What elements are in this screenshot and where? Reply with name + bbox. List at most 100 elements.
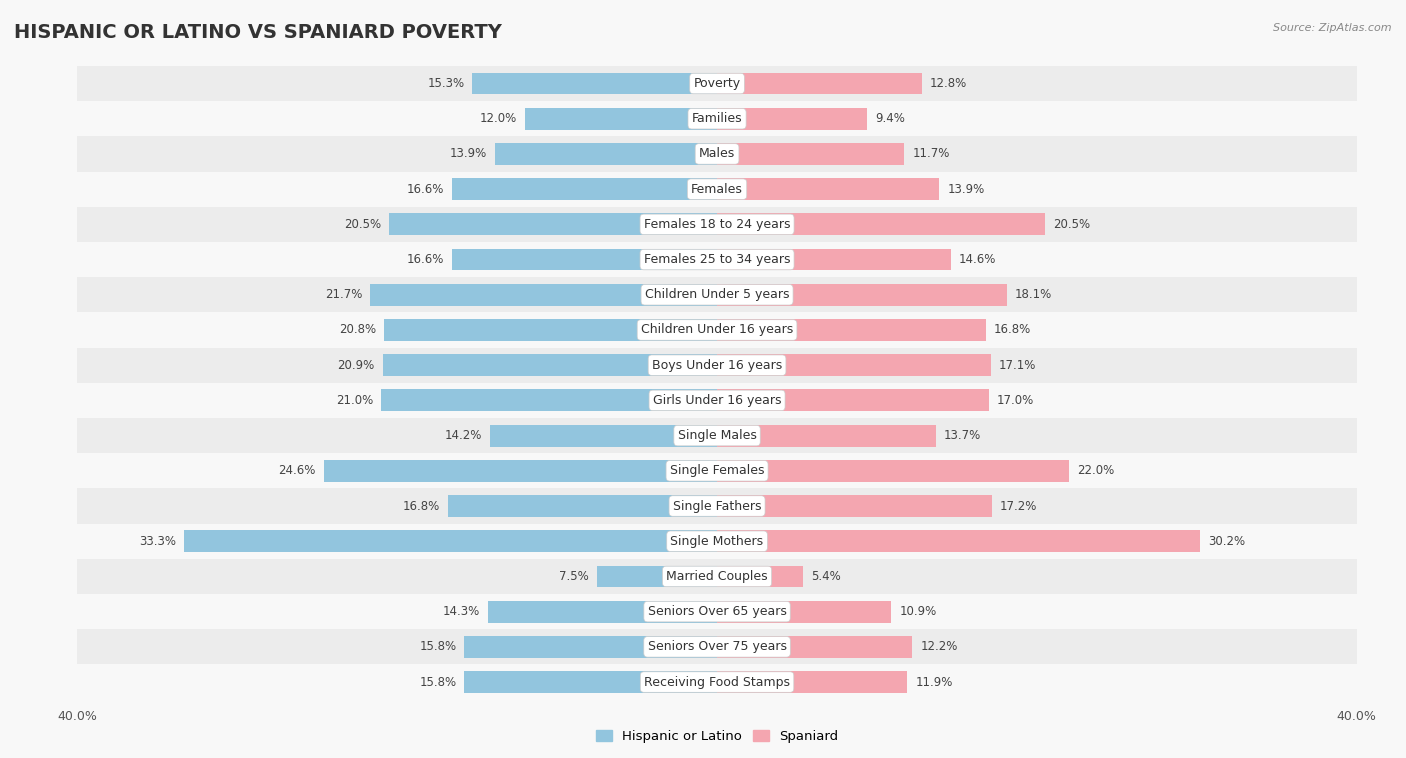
Bar: [184, 531, 717, 552]
Bar: [449, 495, 717, 517]
Text: Females 25 to 34 years: Females 25 to 34 years: [644, 253, 790, 266]
Bar: [384, 319, 717, 341]
Text: 11.9%: 11.9%: [915, 675, 953, 688]
Bar: [717, 249, 950, 271]
Text: Single Females: Single Females: [669, 465, 765, 478]
Bar: [717, 354, 991, 376]
Text: 20.5%: 20.5%: [344, 218, 381, 231]
Bar: [717, 531, 1201, 552]
Bar: [77, 559, 1357, 594]
Bar: [717, 424, 936, 446]
Bar: [598, 565, 717, 587]
Bar: [77, 348, 1357, 383]
Text: Married Couples: Married Couples: [666, 570, 768, 583]
Bar: [717, 178, 939, 200]
Text: HISPANIC OR LATINO VS SPANIARD POVERTY: HISPANIC OR LATINO VS SPANIARD POVERTY: [14, 23, 502, 42]
Bar: [389, 214, 717, 235]
Text: 14.6%: 14.6%: [959, 253, 995, 266]
Bar: [717, 565, 803, 587]
Bar: [370, 283, 717, 305]
Bar: [451, 249, 717, 271]
Text: Families: Families: [692, 112, 742, 125]
Bar: [77, 277, 1357, 312]
Bar: [717, 601, 891, 622]
Bar: [717, 283, 1007, 305]
Bar: [717, 390, 988, 412]
Bar: [488, 601, 717, 622]
Bar: [77, 101, 1357, 136]
Bar: [77, 418, 1357, 453]
Text: 14.3%: 14.3%: [443, 605, 481, 618]
Text: 15.3%: 15.3%: [427, 77, 464, 90]
Text: 33.3%: 33.3%: [139, 534, 177, 548]
Text: 12.8%: 12.8%: [929, 77, 967, 90]
Text: 18.1%: 18.1%: [1015, 288, 1052, 301]
Bar: [717, 73, 922, 95]
Text: 7.5%: 7.5%: [560, 570, 589, 583]
Text: Children Under 16 years: Children Under 16 years: [641, 324, 793, 337]
Text: 20.8%: 20.8%: [339, 324, 377, 337]
Bar: [77, 171, 1357, 207]
Bar: [472, 73, 717, 95]
Text: 20.5%: 20.5%: [1053, 218, 1090, 231]
Text: 17.2%: 17.2%: [1000, 500, 1038, 512]
Text: 11.7%: 11.7%: [912, 148, 949, 161]
Text: Source: ZipAtlas.com: Source: ZipAtlas.com: [1274, 23, 1392, 33]
Text: 21.0%: 21.0%: [336, 394, 373, 407]
Bar: [464, 636, 717, 658]
Text: Receiving Food Stamps: Receiving Food Stamps: [644, 675, 790, 688]
Bar: [717, 108, 868, 130]
Bar: [717, 143, 904, 164]
Text: 5.4%: 5.4%: [811, 570, 841, 583]
Text: Seniors Over 75 years: Seniors Over 75 years: [648, 641, 786, 653]
Text: Females: Females: [692, 183, 742, 196]
Text: 17.0%: 17.0%: [997, 394, 1035, 407]
Bar: [323, 460, 717, 482]
Bar: [77, 66, 1357, 101]
Bar: [77, 312, 1357, 348]
Text: 21.7%: 21.7%: [325, 288, 361, 301]
Bar: [77, 629, 1357, 665]
Text: Boys Under 16 years: Boys Under 16 years: [652, 359, 782, 371]
Text: 16.8%: 16.8%: [994, 324, 1031, 337]
Bar: [381, 390, 717, 412]
Bar: [77, 207, 1357, 242]
Text: 12.2%: 12.2%: [920, 641, 957, 653]
Text: 13.7%: 13.7%: [945, 429, 981, 442]
Text: Poverty: Poverty: [693, 77, 741, 90]
Bar: [77, 453, 1357, 488]
Text: 17.1%: 17.1%: [998, 359, 1036, 371]
Bar: [382, 354, 717, 376]
Bar: [526, 108, 717, 130]
Text: 10.9%: 10.9%: [900, 605, 936, 618]
Bar: [77, 383, 1357, 418]
Bar: [77, 594, 1357, 629]
Text: 16.8%: 16.8%: [404, 500, 440, 512]
Text: 14.2%: 14.2%: [444, 429, 482, 442]
Text: Girls Under 16 years: Girls Under 16 years: [652, 394, 782, 407]
Text: Single Fathers: Single Fathers: [673, 500, 761, 512]
Bar: [495, 143, 717, 164]
Text: 15.8%: 15.8%: [419, 675, 457, 688]
Text: Seniors Over 65 years: Seniors Over 65 years: [648, 605, 786, 618]
Text: 13.9%: 13.9%: [450, 148, 486, 161]
Text: 13.9%: 13.9%: [948, 183, 984, 196]
Bar: [717, 671, 907, 693]
Text: 16.6%: 16.6%: [406, 253, 443, 266]
Text: 12.0%: 12.0%: [479, 112, 517, 125]
Bar: [77, 136, 1357, 171]
Text: 15.8%: 15.8%: [419, 641, 457, 653]
Text: Single Mothers: Single Mothers: [671, 534, 763, 548]
Legend: Hispanic or Latino, Spaniard: Hispanic or Latino, Spaniard: [596, 731, 838, 744]
Bar: [77, 524, 1357, 559]
Text: 9.4%: 9.4%: [876, 112, 905, 125]
Text: 30.2%: 30.2%: [1208, 534, 1246, 548]
Bar: [717, 214, 1045, 235]
Bar: [489, 424, 717, 446]
Bar: [717, 495, 993, 517]
Text: 22.0%: 22.0%: [1077, 465, 1114, 478]
Bar: [464, 671, 717, 693]
Bar: [717, 636, 912, 658]
Bar: [77, 242, 1357, 277]
Bar: [77, 665, 1357, 700]
